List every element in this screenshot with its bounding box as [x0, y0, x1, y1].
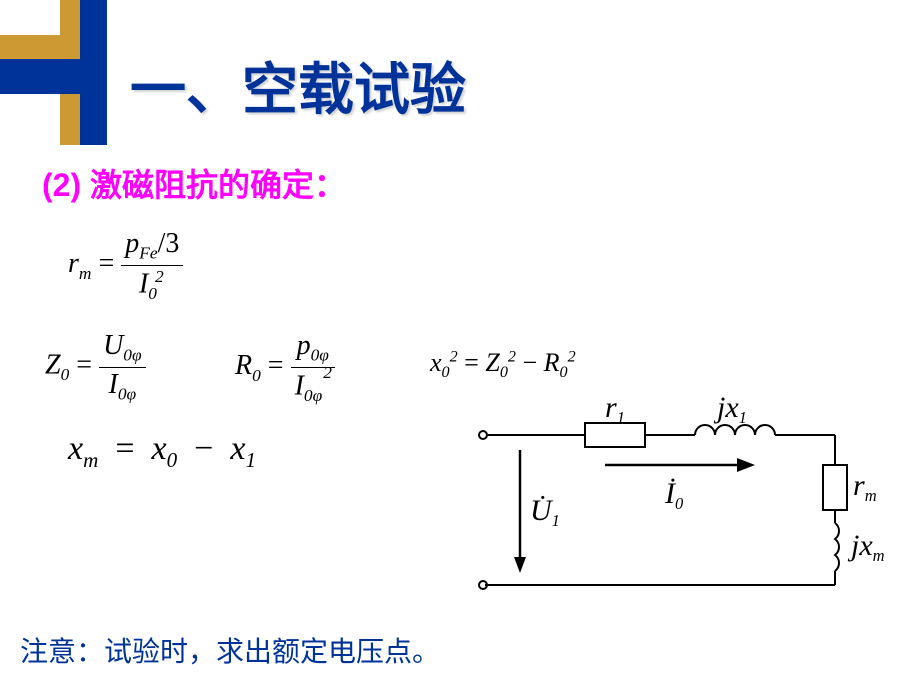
circuit-diagram: r1 jx1 rm jxm U̇1 İ0 [465, 395, 885, 605]
svg-text:jxm: jxm [847, 529, 885, 565]
formula-R0: R0 = p0φ I0φ2 [235, 330, 335, 406]
svg-text:r1: r1 [605, 395, 625, 427]
slide-title: 一、空载试验 [130, 45, 466, 126]
slide: 一、空载试验 (2) 激磁阻抗的确定： rm = pFe/3 I02 Z0 = … [0, 0, 920, 690]
formula-Z0: Z0 = U0φ I0φ [45, 330, 146, 404]
svg-text:jx1: jx1 [713, 395, 747, 427]
deco-bar-navy-v [80, 0, 107, 145]
formula-xm: xm = x0 − x1 [68, 430, 256, 473]
slide-subtitle: (2) 激磁阻抗的确定： [42, 160, 346, 206]
svg-text:rm: rm [853, 469, 877, 505]
corner-decoration [0, 0, 120, 160]
svg-text:İ0: İ0 [664, 477, 684, 513]
formula-x0sq: x02 = Z02 − R02 [430, 348, 576, 382]
svg-text:U̇1: U̇1 [530, 494, 560, 530]
formula-rm: rm = pFe/3 I02 [68, 228, 183, 304]
note-text: 注意：试验时，求出额定电压点。 [20, 630, 440, 670]
